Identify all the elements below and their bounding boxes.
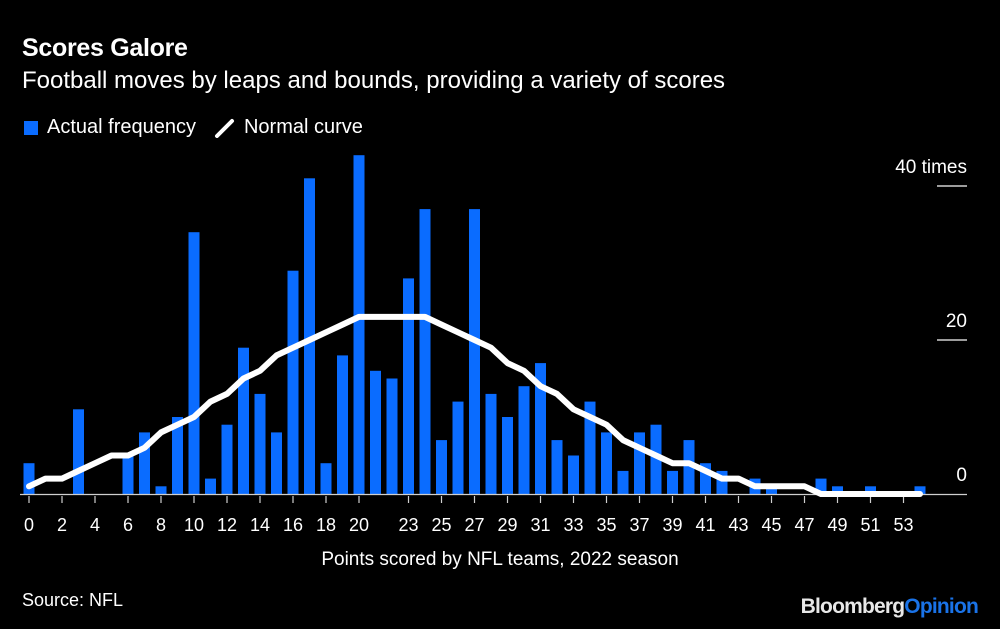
bar-25 bbox=[436, 440, 447, 494]
chart-title: Scores Galore bbox=[22, 34, 188, 62]
legend-swatch-actual-frequency bbox=[24, 120, 38, 135]
bar-3 bbox=[73, 409, 84, 494]
x-tick-label: 53 bbox=[893, 515, 913, 535]
x-tick-label: 23 bbox=[398, 515, 418, 535]
x-tick-label: 37 bbox=[629, 515, 649, 535]
bar-36 bbox=[617, 470, 629, 494]
bar-18 bbox=[320, 463, 332, 494]
bar-10 bbox=[188, 232, 200, 494]
bar-8 bbox=[155, 486, 167, 494]
bar-13 bbox=[238, 347, 249, 494]
x-tick-label: 47 bbox=[794, 515, 814, 535]
x-tick-label: 14 bbox=[250, 515, 270, 535]
bar-41 bbox=[700, 463, 711, 494]
bar-28 bbox=[485, 393, 497, 494]
bar-32 bbox=[551, 440, 563, 494]
normal-curve-line bbox=[26, 313, 923, 497]
bar-17 bbox=[304, 178, 315, 495]
y-tick-label: 20 bbox=[946, 311, 967, 332]
bar-54 bbox=[914, 486, 926, 494]
x-tick-label: 20 bbox=[349, 515, 369, 535]
bar-7 bbox=[139, 432, 150, 494]
x-tick-label: 10 bbox=[184, 515, 204, 535]
bar-24 bbox=[419, 209, 431, 494]
legend: Actual frequency Normal curve bbox=[24, 116, 367, 139]
bar-51 bbox=[865, 486, 876, 494]
bar-26 bbox=[452, 401, 464, 494]
bar-21 bbox=[370, 370, 381, 494]
legend-swatch-normal-curve bbox=[214, 118, 234, 138]
bar-12 bbox=[221, 424, 233, 494]
bar-48 bbox=[815, 478, 827, 494]
bar-9 bbox=[172, 417, 183, 494]
legend-label-actual-frequency: Actual frequency bbox=[47, 116, 196, 138]
bar-37 bbox=[634, 432, 645, 494]
x-tick-label: 31 bbox=[530, 515, 550, 535]
bar-30 bbox=[518, 386, 530, 494]
x-tick-label: 29 bbox=[497, 515, 517, 535]
x-tick-label: 4 bbox=[90, 515, 100, 535]
x-axis-label: Points scored by NFL teams, 2022 season bbox=[321, 549, 679, 570]
x-tick-label: 27 bbox=[464, 515, 484, 535]
x-tick-label: 25 bbox=[431, 515, 451, 535]
x-tick-label: 41 bbox=[695, 515, 715, 535]
brand-bloomberg: Bloomberg bbox=[800, 595, 905, 618]
bar-34 bbox=[584, 401, 596, 494]
y-tick-label: 40 times bbox=[895, 157, 967, 178]
bar-19 bbox=[337, 355, 348, 494]
bloomberg-opinion-logo: BloombergOpinion bbox=[800, 595, 979, 619]
bar-49 bbox=[832, 486, 843, 494]
x-tick-label: 2 bbox=[57, 515, 67, 535]
bar-40 bbox=[683, 440, 695, 494]
x-tick-label: 45 bbox=[761, 515, 781, 535]
x-tick-label: 8 bbox=[156, 515, 166, 535]
bar-33 bbox=[568, 455, 579, 494]
x-tick-label: 6 bbox=[123, 515, 133, 535]
bar-20 bbox=[353, 155, 365, 494]
source-note: Source: NFL bbox=[22, 590, 124, 610]
bar-38 bbox=[650, 424, 662, 494]
x-tick-label: 16 bbox=[283, 515, 303, 535]
bar-11 bbox=[205, 478, 216, 494]
x-tick-label: 0 bbox=[24, 515, 34, 535]
bar-31 bbox=[535, 363, 546, 494]
y-tick-label: 0 bbox=[956, 465, 967, 486]
bar-15 bbox=[271, 432, 282, 494]
bar-14 bbox=[254, 393, 266, 494]
bar-16 bbox=[287, 270, 299, 494]
bar-45 bbox=[766, 486, 777, 494]
x-tick-label: 49 bbox=[827, 515, 847, 535]
bar-39 bbox=[667, 470, 678, 494]
x-tick-label: 12 bbox=[217, 515, 237, 535]
bar-35 bbox=[601, 432, 612, 494]
chart-subtitle: Football moves by leaps and bounds, prov… bbox=[22, 67, 726, 94]
bar-0 bbox=[23, 463, 35, 494]
x-tick-label: 35 bbox=[596, 515, 616, 535]
bar-23 bbox=[403, 278, 414, 494]
bar-27 bbox=[469, 209, 480, 494]
x-tick-label: 51 bbox=[860, 515, 880, 535]
bar-6 bbox=[122, 455, 134, 494]
bar-42 bbox=[716, 470, 728, 494]
bar-29 bbox=[502, 417, 513, 494]
brand-opinion: Opinion bbox=[904, 595, 979, 618]
bar-22 bbox=[386, 378, 398, 494]
legend-label-normal-curve: Normal curve bbox=[243, 116, 363, 138]
x-tick-label: 39 bbox=[662, 515, 682, 535]
x-tick-label: 43 bbox=[728, 515, 748, 535]
x-tick-label: 18 bbox=[316, 515, 336, 535]
x-tick-label: 33 bbox=[563, 515, 583, 535]
